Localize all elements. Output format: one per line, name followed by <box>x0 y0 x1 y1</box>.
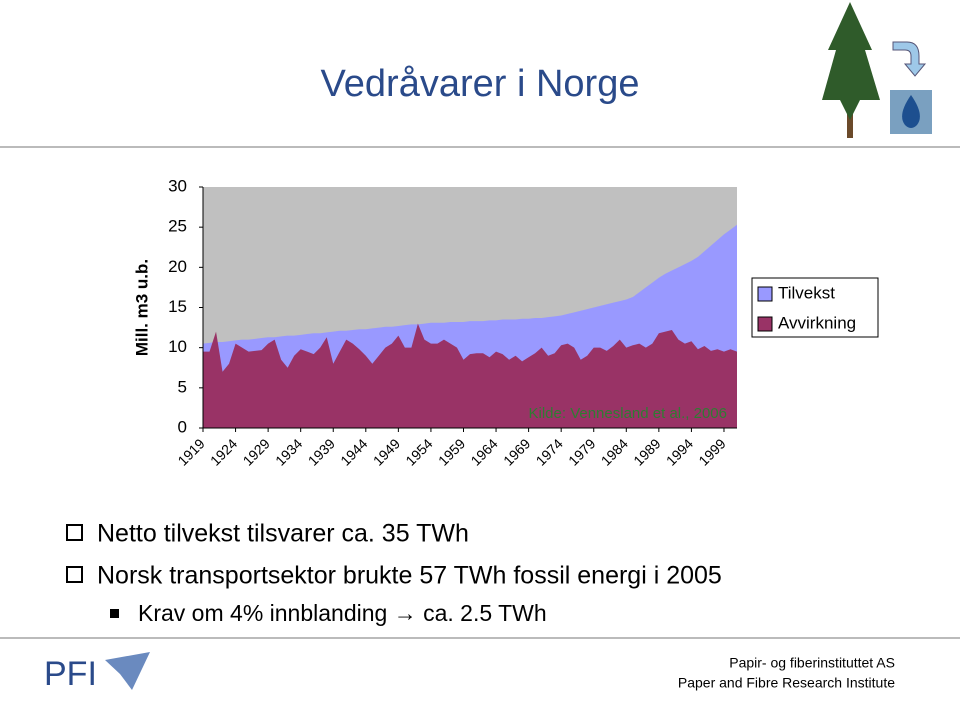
y-tick-label: 30 <box>168 176 187 195</box>
legend-swatch <box>757 316 773 332</box>
x-tick-label: 1984 <box>598 435 631 468</box>
bullet-box <box>66 524 83 541</box>
x-tick-label: 1929 <box>240 435 273 468</box>
x-tick-label: 1964 <box>467 435 500 468</box>
area <box>203 323 737 428</box>
x-tick-label: 1954 <box>402 435 435 468</box>
x-tick-label: 1974 <box>533 435 566 468</box>
x-tick-label: 1959 <box>435 435 468 468</box>
x-tick-label: 1949 <box>370 435 403 468</box>
y-axis-label: Mill. m3 u.b. <box>132 259 151 356</box>
footer-line: Paper and Fibre Research Institute <box>678 675 895 691</box>
tree-icon <box>822 2 932 138</box>
x-tick-label: 1939 <box>305 435 338 468</box>
legend-box <box>751 277 879 338</box>
x-tick-label: 1979 <box>565 435 598 468</box>
x-tick-label: 1989 <box>630 435 663 468</box>
legend-label: Tilvekst <box>778 283 835 302</box>
footer-line: Papir- og fiberinstituttet AS <box>729 655 895 671</box>
x-tick-label: 1994 <box>663 435 696 468</box>
y-tick-label: 15 <box>168 297 187 316</box>
x-tick-label: 1919 <box>174 435 207 468</box>
x-tick-label: 1999 <box>695 435 728 468</box>
chart: 0 5 10 15 20 25 30 1919 1924 1929 1934 1939 1944 1949… <box>132 176 879 469</box>
logo-text: PFI <box>44 655 97 693</box>
logo-bird <box>105 652 150 690</box>
x-tick-label: 1944 <box>337 435 370 468</box>
legend-label: Avvirkning <box>778 313 856 332</box>
y-tick-label: 25 <box>168 217 187 236</box>
sub-bullet: Krav om 4% innblanding → ca. 2.5 TWh <box>138 600 547 626</box>
y-tick-label: 5 <box>178 377 187 396</box>
y-tick-label: 0 <box>178 417 187 436</box>
x-tick-label: 1969 <box>500 435 533 468</box>
y-tick-label: 20 <box>168 257 187 276</box>
y-tick-label: 10 <box>168 337 187 356</box>
annotation: Kilde: Vennesland et al., 2006 <box>529 405 728 422</box>
x-tick-label: 1924 <box>207 435 240 468</box>
legend-swatch <box>757 286 773 302</box>
sub-bullet-marker <box>110 609 119 618</box>
slide-title: Vedråvarer i Norge <box>321 63 640 105</box>
bullet: Norsk transportsektor brukte 57 TWh foss… <box>97 562 722 590</box>
bullets: Netto tilvekst tilsvarer ca. 35 TWh Nors… <box>66 520 722 626</box>
bullet-box <box>66 566 83 583</box>
bullet: Netto tilvekst tilsvarer ca. 35 TWh <box>97 520 469 548</box>
x-tick-label: 1934 <box>272 435 305 468</box>
